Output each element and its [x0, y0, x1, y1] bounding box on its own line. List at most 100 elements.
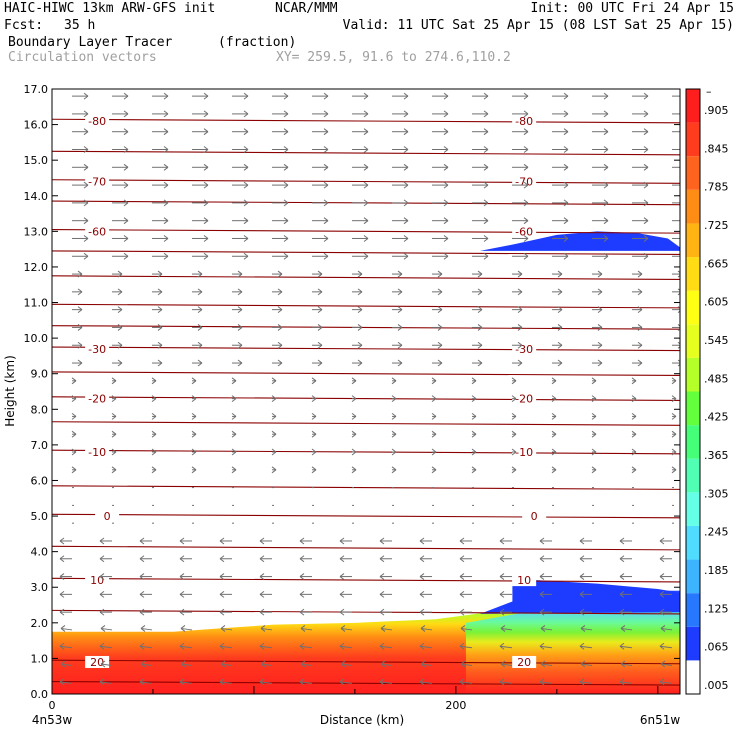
wind-vector: [191, 395, 197, 403]
wind-vector: [672, 131, 680, 133]
wind-vector: [632, 181, 649, 189]
wind-vector: [72, 217, 89, 225]
wind-vector: [219, 678, 233, 686]
wind-vector: [219, 537, 232, 545]
wind-vector: [312, 92, 329, 100]
isotherm-label-left: -10: [88, 446, 106, 459]
wind-vector: [500, 660, 513, 668]
isotherm-line: [52, 396, 680, 401]
wind-vector: [591, 466, 597, 474]
wind-vector: [591, 413, 597, 420]
colorbar-swatch: [686, 391, 700, 426]
wind-vector: [379, 642, 393, 650]
wind-vector: [392, 146, 409, 153]
wind-vector: [432, 181, 449, 189]
isotherm-label-left: 20: [90, 656, 104, 669]
wind-vector: [432, 306, 443, 314]
wind-vector: [660, 660, 673, 668]
wind-vector: [112, 359, 123, 367]
wind-vector: [312, 199, 329, 207]
wind-vector: [352, 163, 369, 171]
model-title: HAIC-HIWC 13km ARW-GFS init: [4, 1, 216, 16]
wind-vector: [220, 625, 233, 632]
wind-vector: [632, 146, 649, 153]
colorbar-swatch: [686, 324, 700, 358]
wind-vector: [271, 413, 277, 420]
wind-vector: [311, 413, 317, 420]
y-tick-label: 9.0: [31, 368, 49, 381]
wind-vector: [671, 395, 677, 403]
wind-vector: [632, 217, 649, 225]
wind-vector: [99, 555, 112, 563]
wind-vector: [592, 199, 609, 207]
wind-vector: [672, 324, 680, 331]
y-tick-label: 1.0: [31, 652, 49, 665]
overlay-name: Circulation vectors: [8, 50, 157, 65]
wind-vector: [272, 128, 289, 136]
wind-vector: [539, 537, 552, 545]
colorbar-label: .005: [704, 679, 729, 692]
wind-vector: [379, 590, 392, 598]
wind-vector: [591, 377, 597, 385]
wind-vector: [112, 92, 129, 100]
wind-vector: [99, 642, 113, 650]
wind-vector: [139, 608, 152, 616]
wind-vector: [539, 678, 553, 686]
wind-vector: [352, 288, 363, 296]
isotherm-label-right: -20: [515, 393, 533, 406]
wind-vector: [232, 324, 243, 331]
wind-vector: [99, 608, 112, 616]
wind-vector: [192, 252, 209, 260]
wind-vector: [511, 395, 517, 403]
y-tick-label: 6.0: [31, 474, 49, 487]
wind-vector: [512, 288, 523, 296]
wind-vector: [499, 590, 512, 598]
x-left-endpoint: 4n53w: [32, 713, 73, 727]
wind-vector: [112, 181, 129, 189]
wind-vector: [551, 430, 557, 438]
wind-vector: [591, 448, 597, 456]
wind-vector: [379, 573, 392, 580]
wind-vector: [671, 377, 677, 385]
wind-vector: [632, 306, 643, 314]
wind-vector: [472, 324, 483, 331]
wind-vector: [592, 324, 603, 331]
wind-vector: [632, 199, 649, 207]
field-units: (fraction): [218, 35, 297, 50]
wind-vector: [152, 128, 169, 136]
wind-vector: [232, 128, 249, 136]
wind-vector: [259, 590, 272, 598]
wind-vector: [391, 413, 397, 420]
wind-vector: [139, 573, 152, 580]
y-tick-label: 15.0: [24, 154, 49, 167]
isotherm-label-right: -10: [515, 446, 533, 459]
wind-vector: [671, 466, 677, 474]
wind-vector: [632, 163, 649, 171]
wind-vector: [72, 181, 89, 189]
colorbar-swatch: [686, 357, 700, 392]
wind-vector: [340, 660, 353, 668]
wind-vector: [512, 110, 529, 118]
wind-vector: [631, 448, 637, 456]
wind-vector: [352, 359, 363, 367]
wind-vector: [112, 217, 129, 225]
wind-vector: [151, 413, 157, 420]
wind-vector: [471, 413, 477, 420]
wind-vector: [271, 430, 277, 438]
wind-vector: [219, 642, 233, 650]
wind-vector: [272, 270, 283, 278]
wind-vector: [392, 235, 409, 242]
wind-vector: [191, 430, 197, 438]
wind-vector: [592, 252, 609, 260]
colorbar-label: .845: [704, 142, 729, 155]
wind-vector: [72, 252, 89, 260]
wind-vector: [192, 270, 203, 278]
wind-vector: [552, 306, 563, 314]
wind-vector: [192, 110, 209, 118]
colorbar-label: .185: [704, 564, 729, 577]
wind-vector: [232, 341, 243, 349]
wind-vector: [632, 270, 643, 278]
wind-vector: [219, 555, 232, 563]
wind-vector: [259, 573, 272, 580]
